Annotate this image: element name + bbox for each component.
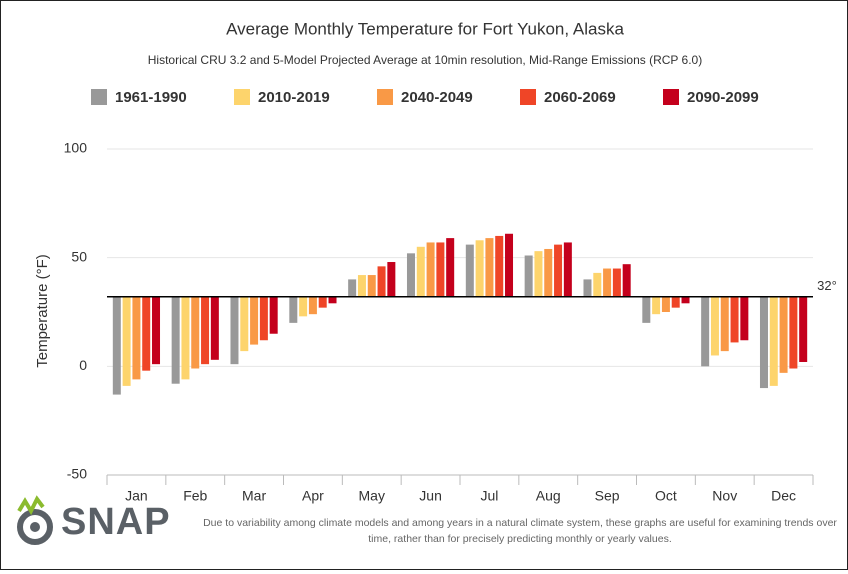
y-tick-label: -50 bbox=[67, 466, 87, 482]
bar bbox=[171, 296, 180, 384]
bar bbox=[612, 268, 621, 297]
legend-label: 2060-2069 bbox=[544, 89, 616, 106]
bar bbox=[485, 238, 494, 297]
bar bbox=[446, 238, 455, 297]
bar bbox=[759, 296, 768, 389]
bar bbox=[132, 296, 141, 380]
bar bbox=[769, 296, 778, 386]
x-tick-label: Oct bbox=[655, 488, 677, 504]
y-axis-label: Temperature (°F) bbox=[34, 254, 51, 368]
legend-label: 1961-1990 bbox=[115, 89, 187, 106]
bar bbox=[230, 296, 239, 365]
x-tick-label: Mar bbox=[242, 488, 266, 504]
bar bbox=[299, 296, 308, 317]
legend-swatch bbox=[520, 89, 536, 105]
bar bbox=[593, 272, 602, 297]
bar bbox=[318, 296, 327, 308]
bar bbox=[789, 296, 798, 369]
x-tick-label: Apr bbox=[302, 488, 324, 504]
legend-swatch bbox=[377, 89, 393, 105]
bar bbox=[661, 296, 670, 312]
y-tick-label: 0 bbox=[79, 357, 87, 373]
bar bbox=[524, 255, 533, 297]
y-tick-label: 50 bbox=[71, 248, 87, 264]
bar bbox=[681, 296, 690, 304]
bar bbox=[652, 296, 661, 315]
baseline-label: 32° bbox=[817, 278, 837, 293]
bar bbox=[416, 246, 425, 297]
x-tick-label: Dec bbox=[771, 488, 796, 504]
bar bbox=[181, 296, 190, 380]
legend-label: 2010-2019 bbox=[258, 89, 330, 106]
x-tick-label: May bbox=[359, 488, 385, 504]
bar bbox=[377, 266, 386, 297]
x-tick-label: Sep bbox=[595, 488, 620, 504]
bar bbox=[583, 279, 592, 297]
bar bbox=[259, 296, 268, 341]
bar bbox=[622, 264, 631, 297]
bar bbox=[112, 296, 121, 395]
bar bbox=[406, 253, 415, 297]
bar bbox=[348, 279, 357, 297]
chart-subtitle: Historical CRU 3.2 and 5-Model Projected… bbox=[148, 53, 702, 67]
bar bbox=[357, 275, 366, 297]
chart-title: Average Monthly Temperature for Fort Yuk… bbox=[226, 19, 624, 38]
bar bbox=[720, 296, 729, 352]
x-tick-label: Jun bbox=[419, 488, 442, 504]
logo-text: SNAP bbox=[61, 501, 171, 543]
bar bbox=[367, 275, 376, 297]
bar bbox=[671, 296, 680, 308]
bar bbox=[328, 296, 337, 304]
bar bbox=[544, 248, 553, 297]
legend-label: 2040-2049 bbox=[401, 89, 473, 106]
logo-icon bbox=[17, 495, 53, 545]
legend-swatch bbox=[234, 89, 250, 105]
bar bbox=[308, 296, 317, 315]
bar bbox=[495, 235, 504, 297]
legend-swatch bbox=[663, 89, 679, 105]
bar bbox=[122, 296, 131, 386]
bar bbox=[475, 240, 484, 297]
bar bbox=[603, 268, 612, 297]
footer-note: Due to variability among climate models … bbox=[203, 517, 837, 545]
bar bbox=[740, 296, 749, 341]
bar bbox=[210, 296, 219, 360]
bar bbox=[730, 296, 739, 343]
bar bbox=[191, 296, 200, 369]
bar bbox=[289, 296, 298, 323]
bar bbox=[152, 296, 161, 365]
bar bbox=[142, 296, 151, 371]
bar bbox=[642, 296, 651, 323]
legend-label: 2090-2099 bbox=[687, 89, 759, 106]
bar bbox=[779, 296, 788, 373]
bar bbox=[436, 242, 445, 297]
x-tick-label: Feb bbox=[183, 488, 207, 504]
legend-swatch bbox=[91, 89, 107, 105]
bar bbox=[240, 296, 249, 352]
bar bbox=[563, 242, 572, 297]
bar bbox=[534, 251, 543, 297]
bar bbox=[426, 242, 435, 297]
x-tick-label: Jan bbox=[125, 488, 148, 504]
bar bbox=[710, 296, 719, 356]
bar bbox=[799, 296, 808, 362]
bar bbox=[387, 262, 396, 297]
bar bbox=[250, 296, 259, 345]
bar bbox=[201, 296, 210, 365]
bar bbox=[465, 244, 474, 297]
bar bbox=[269, 296, 278, 334]
x-tick-label: Jul bbox=[480, 488, 498, 504]
bar bbox=[505, 233, 514, 297]
bar bbox=[701, 296, 710, 367]
bar bbox=[554, 244, 563, 297]
y-tick-label: 100 bbox=[64, 140, 88, 156]
x-tick-label: Aug bbox=[536, 488, 561, 504]
x-tick-label: Nov bbox=[712, 488, 737, 504]
